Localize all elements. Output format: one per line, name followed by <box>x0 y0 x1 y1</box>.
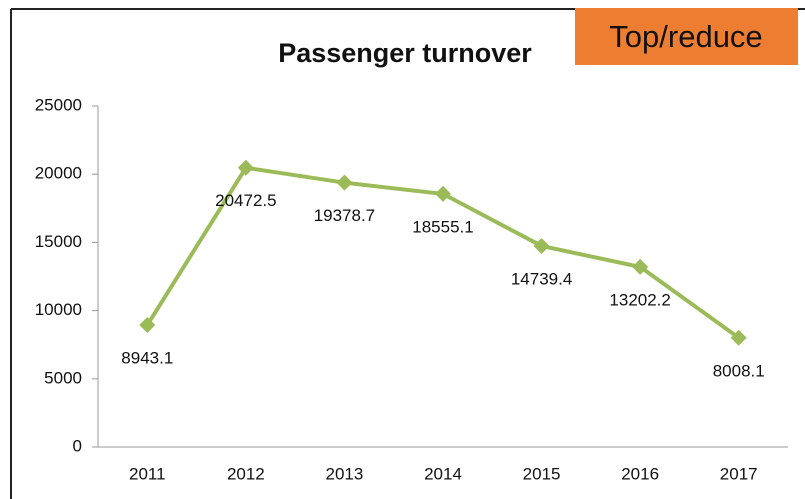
data-label: 19378.7 <box>314 206 375 225</box>
x-tick-label: 2014 <box>424 464 462 483</box>
data-label: 20472.5 <box>215 191 276 210</box>
marker <box>730 329 747 346</box>
y-tick-label: 25000 <box>35 95 82 114</box>
x-tick-label: 2015 <box>523 464 561 483</box>
y-tick-label: 0 <box>73 436 82 455</box>
annotation: Top/reduce <box>609 19 762 54</box>
marker <box>139 317 156 334</box>
data-label: 18555.1 <box>412 217 473 236</box>
marker <box>632 258 649 275</box>
chart-title: Passenger turnover <box>278 38 532 68</box>
y-tick-label: 5000 <box>44 368 82 387</box>
y-tick-label: 10000 <box>35 300 82 319</box>
x-tick-label: 2016 <box>621 464 659 483</box>
data-label: 13202.2 <box>609 290 670 309</box>
annotation-box <box>575 8 798 65</box>
marker <box>336 174 353 191</box>
x-tick-label: 2013 <box>326 464 364 483</box>
x-tick-label: 2011 <box>129 464 166 483</box>
data-label: 14739.4 <box>511 269 572 288</box>
data-label: 8943.1 <box>121 349 173 368</box>
y-tick-label: 15000 <box>35 232 82 251</box>
y-tick-label: 20000 <box>35 164 82 183</box>
x-tick-label: 2017 <box>720 464 758 483</box>
marker <box>435 185 451 202</box>
data-label: 8008.1 <box>713 361 765 380</box>
marker <box>533 237 550 254</box>
x-tick-label: 2012 <box>227 464 265 483</box>
marker <box>237 159 254 176</box>
